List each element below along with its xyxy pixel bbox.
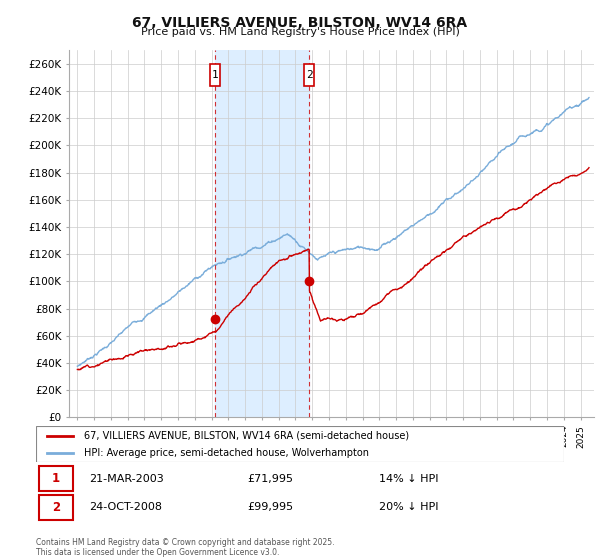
Text: 67, VILLIERS AVENUE, BILSTON, WV14 6RA: 67, VILLIERS AVENUE, BILSTON, WV14 6RA <box>133 16 467 30</box>
Text: £71,995: £71,995 <box>247 474 293 484</box>
FancyBboxPatch shape <box>36 426 564 462</box>
Bar <box>38 466 73 491</box>
Text: 67, VILLIERS AVENUE, BILSTON, WV14 6RA (semi-detached house): 67, VILLIERS AVENUE, BILSTON, WV14 6RA (… <box>83 431 409 441</box>
Text: 2: 2 <box>52 501 60 514</box>
Text: £99,995: £99,995 <box>247 502 293 512</box>
Text: 24-OCT-2008: 24-OCT-2008 <box>89 502 162 512</box>
Text: 1: 1 <box>52 472 60 486</box>
Text: 1: 1 <box>212 70 218 80</box>
Bar <box>215 50 309 417</box>
FancyBboxPatch shape <box>210 64 220 86</box>
Text: 21-MAR-2003: 21-MAR-2003 <box>89 474 164 484</box>
Text: 2: 2 <box>306 70 313 80</box>
FancyBboxPatch shape <box>304 64 314 86</box>
Text: 14% ↓ HPI: 14% ↓ HPI <box>379 474 439 484</box>
Bar <box>38 495 73 520</box>
Text: Price paid vs. HM Land Registry's House Price Index (HPI): Price paid vs. HM Land Registry's House … <box>140 27 460 37</box>
Text: HPI: Average price, semi-detached house, Wolverhampton: HPI: Average price, semi-detached house,… <box>83 447 368 458</box>
Text: 20% ↓ HPI: 20% ↓ HPI <box>379 502 439 512</box>
Text: Contains HM Land Registry data © Crown copyright and database right 2025.
This d: Contains HM Land Registry data © Crown c… <box>36 538 335 557</box>
